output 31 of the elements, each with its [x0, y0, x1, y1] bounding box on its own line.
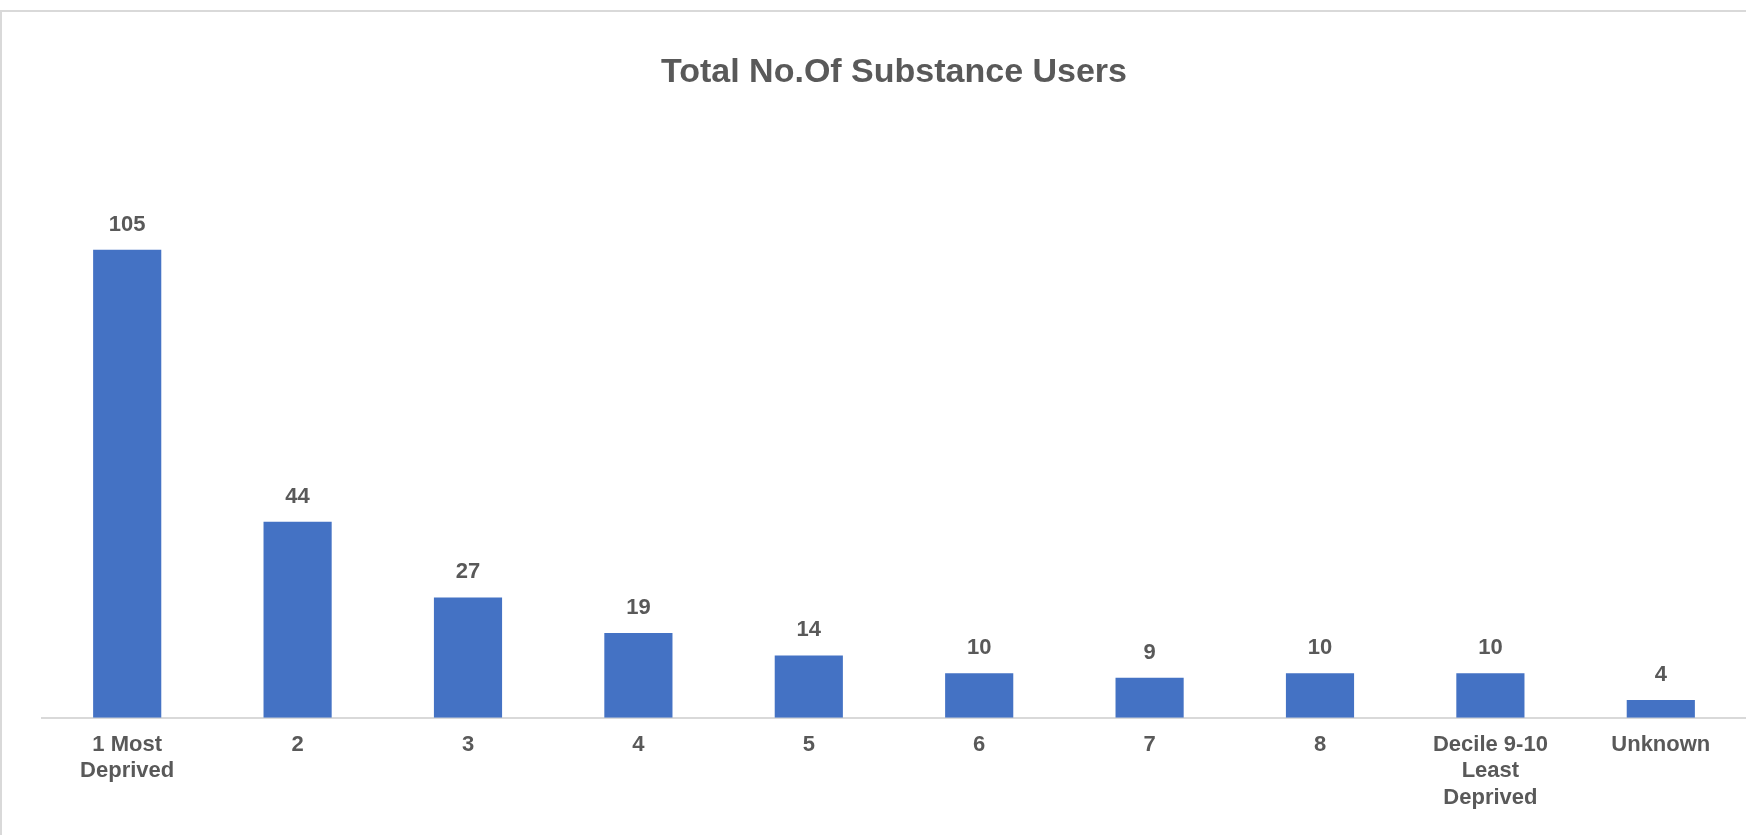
data-label: 19 [626, 594, 651, 620]
data-label: 105 [108, 210, 146, 236]
bar [93, 249, 162, 718]
x-tick-label: 8 [1313, 731, 1327, 757]
x-tick-label: Decile 9-10 Least Deprived [1432, 731, 1548, 809]
bar [774, 655, 843, 718]
data-label: 10 [966, 634, 992, 660]
bar [945, 673, 1014, 718]
x-tick-label: 7 [1143, 731, 1156, 757]
data-label: 4 [1654, 661, 1668, 687]
data-label: 44 [285, 482, 311, 508]
data-label: 10 [1307, 634, 1333, 660]
x-tick-label: Unknown [1611, 731, 1711, 757]
x-tick-label: 2 [291, 731, 304, 757]
data-label: 10 [1478, 634, 1503, 660]
bar [1115, 677, 1184, 718]
x-tick-label: 3 [461, 731, 475, 757]
data-label: 27 [455, 558, 481, 584]
data-label: 9 [1143, 638, 1156, 664]
bar [433, 597, 503, 718]
bar [604, 633, 673, 718]
x-tick-label: 5 [802, 731, 815, 757]
bar [1456, 673, 1525, 718]
bar [1285, 673, 1355, 718]
data-label: 14 [796, 616, 822, 642]
x-tick-label: 6 [973, 731, 986, 757]
x-tick-label: 1 Most Deprived [80, 731, 175, 783]
x-tick-label: 4 [632, 731, 646, 757]
bar [263, 521, 332, 718]
chart-title: Total No.Of Substance Users [660, 50, 1128, 89]
bar [1626, 699, 1695, 718]
